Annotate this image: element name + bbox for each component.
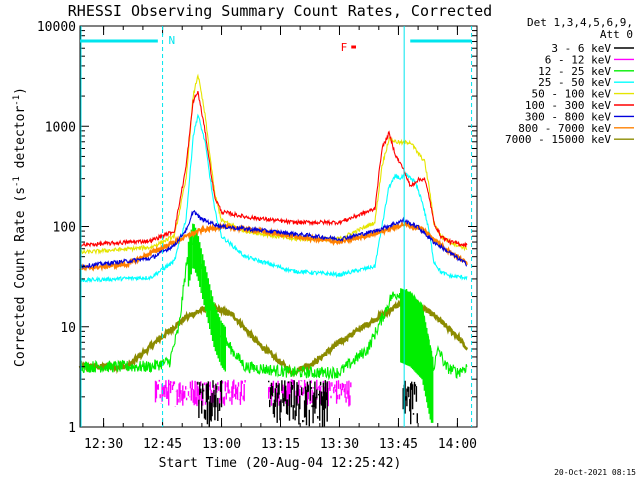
y-tick-label: 10 (60, 321, 76, 336)
legend-label-800-7000: 800 - 7000 keV (518, 122, 611, 135)
x-tick-label: 13:45 (379, 437, 418, 452)
x-tick-label: 14:00 (438, 437, 477, 452)
y-tick-label: 1000 (45, 120, 76, 135)
chart-title: RHESSI Observing Summary Count Rates, Co… (68, 2, 492, 20)
x-axis-label: Start Time (20-Aug-04 12:25:42) (159, 456, 402, 471)
legend-label-12-25: 12 - 25 keV (538, 65, 611, 78)
legend-label-25-50: 25 - 50 keV (538, 76, 611, 89)
legend-label-300-800: 300 - 800 keV (525, 110, 611, 123)
plot-data (78, 73, 469, 427)
legend-label-6-12: 6 - 12 keV (545, 53, 612, 66)
legend-label-3-6: 3 - 6 keV (551, 42, 611, 55)
x-tick-label: 13:30 (320, 437, 359, 452)
night-flag-label: N (169, 34, 176, 47)
y-tick-label: 100 (53, 221, 76, 236)
x-tick-label: 13:15 (261, 437, 300, 452)
y-tick-label: 1 (68, 421, 76, 436)
series-50-100-kev (79, 73, 468, 255)
series-3-6-trace (197, 380, 418, 427)
observing-flags: NF (80, 26, 473, 427)
series-6-12-trace (154, 379, 352, 407)
legend-header-line-2: Att 0 (600, 28, 633, 41)
series-800-7000-kev (79, 220, 468, 272)
legend-label-7000-15000: 7000 - 15000 keV (505, 133, 611, 146)
series-3-6-kev (197, 380, 418, 427)
footer-date: 20-Oct-2021 08:15 (554, 468, 636, 477)
x-tick-label: 12:30 (84, 437, 123, 452)
series-100-300-kev (79, 90, 468, 250)
y-axis-label: Corrected Count Rate (s-1 detector-1) (12, 87, 28, 367)
series-25-50-kev (79, 113, 468, 284)
x-tick-label: 13:00 (202, 437, 241, 452)
legend-label-100-300: 100 - 300 keV (525, 99, 611, 112)
series-6-12-kev (154, 379, 352, 407)
x-tick-label: 12:45 (143, 437, 182, 452)
legend-label-50-100: 50 - 100 keV (532, 88, 612, 101)
legend-header-line-1: Det 1,3,4,5,6,9, (527, 16, 633, 29)
series-300-800-kev (79, 209, 468, 269)
y-tick-label: 10000 (37, 20, 76, 35)
flare-flag-label: F (341, 41, 348, 54)
